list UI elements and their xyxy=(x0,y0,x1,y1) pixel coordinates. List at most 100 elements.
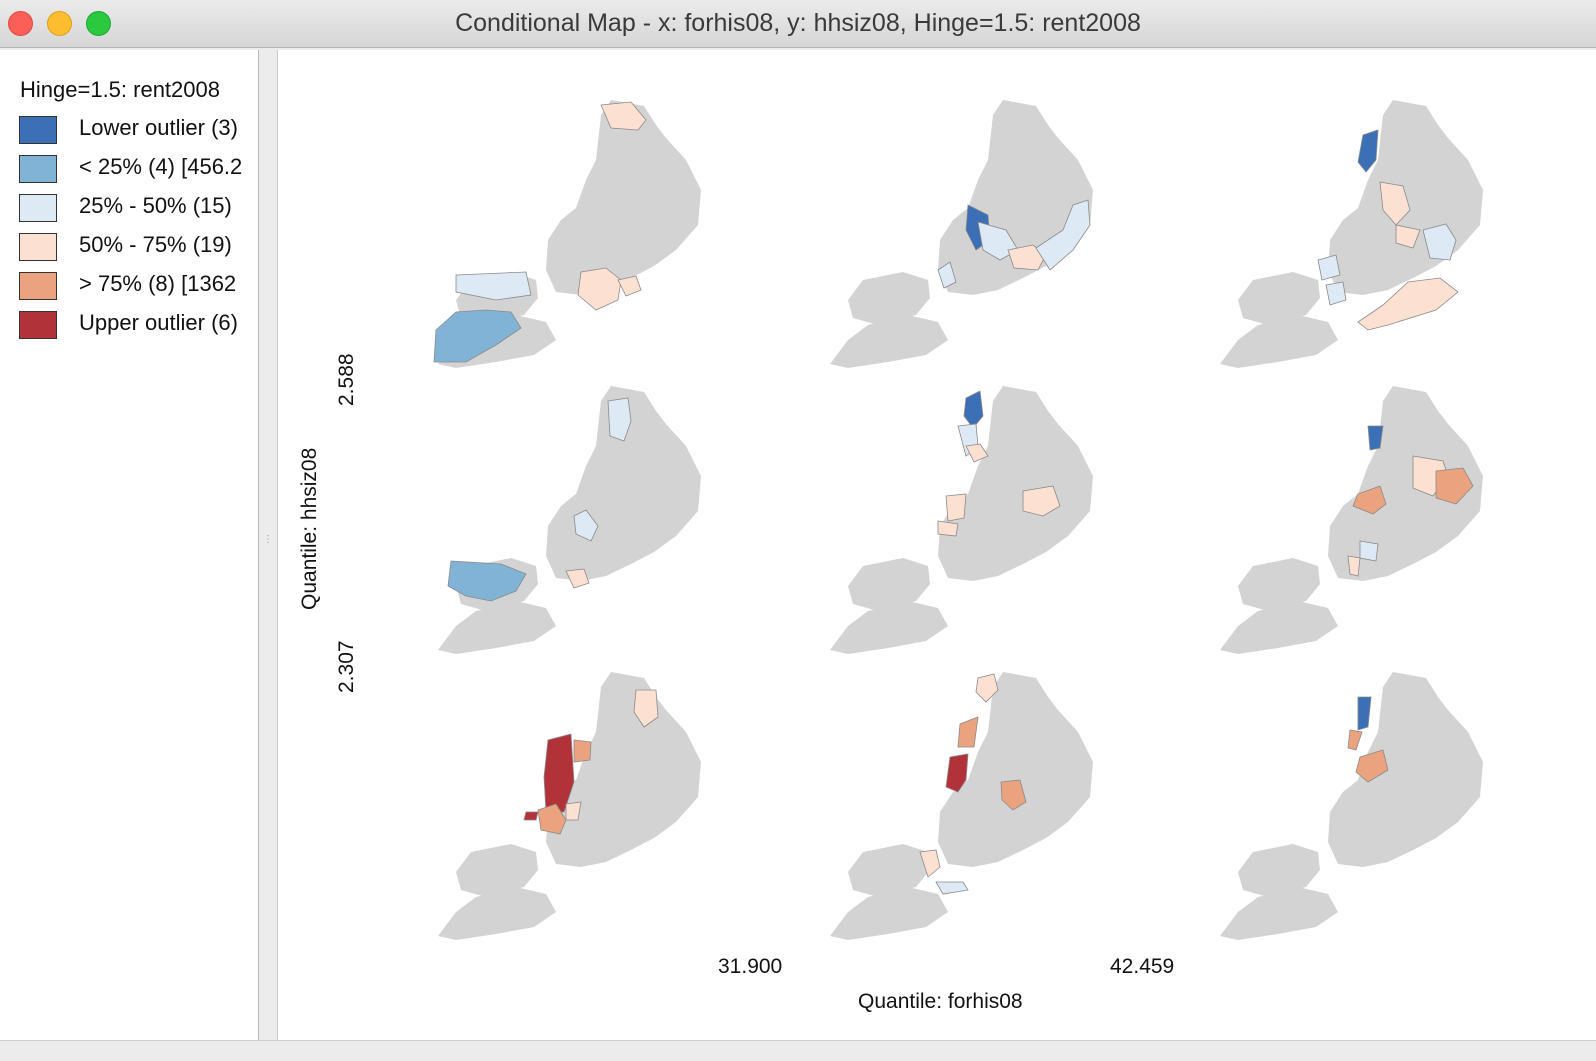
district-region[interactable] xyxy=(433,309,522,363)
district-region[interactable] xyxy=(543,733,575,813)
window-title: Conditional Map - x: forhis08, y: hhsiz0… xyxy=(455,9,1141,37)
legend-label: > 75% (8) [1362 xyxy=(79,271,237,296)
y-break-lower: 2.307 xyxy=(335,640,358,693)
district-region[interactable] xyxy=(577,267,622,311)
district-region[interactable] xyxy=(573,509,599,542)
district-region[interactable] xyxy=(963,390,984,429)
staten-island-shape xyxy=(830,315,948,368)
district-region[interactable] xyxy=(537,803,567,835)
conditional-map-panel-3[interactable] xyxy=(1208,100,1484,376)
close-window-button[interactable] xyxy=(8,11,33,36)
bronx-queens-brooklyn-shape xyxy=(938,672,1093,867)
district-region[interactable] xyxy=(1347,729,1363,751)
district-region[interactable] xyxy=(945,493,967,522)
legend-item-50-75[interactable]: 50% - 75% (19) xyxy=(19,232,258,261)
district-region[interactable] xyxy=(1035,199,1091,271)
district-region[interactable] xyxy=(633,689,659,728)
district-region[interactable] xyxy=(1359,540,1379,562)
district-region[interactable] xyxy=(1000,779,1027,811)
district-region[interactable] xyxy=(965,443,989,463)
legend-swatch xyxy=(19,233,57,261)
district-region[interactable] xyxy=(1022,485,1061,517)
staten-island-shape xyxy=(830,601,948,654)
status-bar xyxy=(0,1040,1596,1061)
manhattan-bronx-shape xyxy=(848,844,930,897)
district-region[interactable] xyxy=(1007,244,1047,271)
staten-island-shape xyxy=(1220,315,1338,368)
conditional-map-panel-6[interactable] xyxy=(1208,386,1484,662)
district-region[interactable] xyxy=(1435,467,1474,505)
staten-island-shape xyxy=(830,887,948,940)
conditional-map-panel-5[interactable] xyxy=(818,386,1094,662)
staten-island-shape xyxy=(1220,887,1338,940)
legend-swatch xyxy=(19,272,57,300)
district-region[interactable] xyxy=(617,275,642,297)
district-region[interactable] xyxy=(1422,223,1457,261)
district-region[interactable] xyxy=(565,568,590,589)
district-region[interactable] xyxy=(600,101,647,131)
bronx-queens-brooklyn-shape xyxy=(546,100,701,295)
district-region[interactable] xyxy=(573,739,592,763)
x-axis-title: Quantile: forhis08 xyxy=(858,990,1023,1013)
district-region[interactable] xyxy=(1325,281,1347,306)
district-region[interactable] xyxy=(1357,277,1459,331)
bronx-queens-brooklyn-shape xyxy=(1328,386,1483,581)
x-break-right: 42.459 xyxy=(1110,955,1175,978)
panel-splitter[interactable]: ⋮ xyxy=(259,50,278,1040)
conditional-map-panel-9[interactable] xyxy=(1208,672,1484,948)
bronx-queens-brooklyn-shape xyxy=(1328,672,1483,867)
staten-island-shape xyxy=(438,601,556,654)
legend-swatch xyxy=(19,311,57,339)
district-region[interactable] xyxy=(937,520,959,537)
conditional-map-panel-1[interactable] xyxy=(426,100,702,376)
district-region[interactable] xyxy=(1357,129,1379,173)
splitter-grip-icon[interactable]: ⋮ xyxy=(263,534,273,545)
legend-swatch xyxy=(19,194,57,222)
district-region[interactable] xyxy=(607,397,632,442)
title-bar[interactable]: Conditional Map - x: forhis08, y: hhsiz0… xyxy=(0,0,1596,48)
district-region[interactable] xyxy=(1355,749,1389,783)
district-region[interactable] xyxy=(565,801,582,821)
legend-panel[interactable]: Hinge=1.5: rent2008 Lower outlier (3) < … xyxy=(0,50,259,1040)
legend-item-lower-outlier[interactable]: Lower outlier (3) xyxy=(19,115,258,144)
district-region[interactable] xyxy=(1317,254,1341,281)
conditional-map-panel-8[interactable] xyxy=(818,672,1094,948)
manhattan-bronx-shape xyxy=(848,272,930,325)
conditional-map-panel-4[interactable] xyxy=(426,386,702,662)
conditional-map-panel-2[interactable] xyxy=(818,100,1094,376)
y-break-upper: 2.588 xyxy=(335,353,358,406)
district-region[interactable] xyxy=(1379,181,1411,226)
district-region[interactable] xyxy=(1357,696,1372,731)
legend-label: 50% - 75% (19) xyxy=(79,232,232,257)
conditional-map-canvas[interactable]: Quantile: hhsiz08 2.588 2.307 31.900 42.… xyxy=(278,50,1596,1040)
district-region[interactable] xyxy=(447,560,527,602)
district-region[interactable] xyxy=(935,881,969,895)
district-region[interactable] xyxy=(1347,555,1361,577)
district-region[interactable] xyxy=(455,271,532,301)
zoom-window-button[interactable] xyxy=(86,11,111,36)
y-axis-title: Quantile: hhsiz08 xyxy=(298,447,321,610)
district-region[interactable] xyxy=(523,811,539,821)
district-region[interactable] xyxy=(975,673,999,703)
minimize-window-button[interactable] xyxy=(47,11,72,36)
legend-item-above-75[interactable]: > 75% (8) [1362 xyxy=(19,271,258,300)
legend-item-below-25[interactable]: < 25% (4) [456.2 xyxy=(19,154,258,183)
district-region[interactable] xyxy=(1367,425,1384,451)
district-region[interactable] xyxy=(937,261,957,289)
legend-item-25-50[interactable]: 25% - 50% (15) xyxy=(19,193,258,222)
district-region[interactable] xyxy=(1395,224,1421,249)
legend-item-upper-outlier[interactable]: Upper outlier (6) xyxy=(19,310,258,339)
legend-label: < 25% (4) [456.2 xyxy=(79,154,243,179)
district-region[interactable] xyxy=(957,716,979,748)
district-region[interactable] xyxy=(919,849,941,878)
manhattan-bronx-shape xyxy=(1238,844,1320,897)
legend-swatch xyxy=(19,116,57,144)
conditional-map-panel-7[interactable] xyxy=(426,672,702,948)
legend-label: Upper outlier (6) xyxy=(79,310,238,335)
district-region[interactable] xyxy=(945,753,969,793)
legend-swatch xyxy=(19,155,57,183)
district-region[interactable] xyxy=(1352,485,1387,515)
bronx-queens-brooklyn-shape xyxy=(546,672,701,867)
manhattan-bronx-shape xyxy=(1238,558,1320,611)
